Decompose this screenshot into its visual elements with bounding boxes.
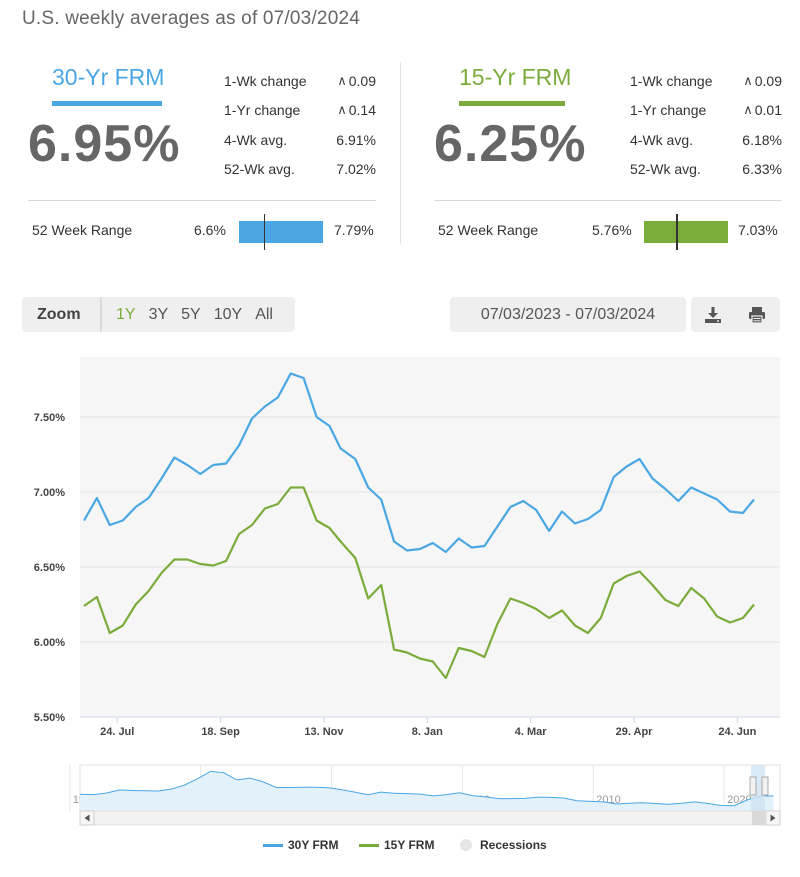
zoom-3y-button[interactable]: 3Y — [148, 305, 169, 323]
y-tick-label: 6.00% — [34, 637, 65, 649]
print-icon-glyph — [749, 306, 765, 324]
export-controls — [691, 297, 780, 332]
rate-title-underline — [52, 101, 162, 106]
stat-row: 52-Wk avg. 6.33% — [630, 155, 782, 185]
x-tick-label: 8. Jan — [412, 726, 443, 738]
stat-value: 7.02% — [336, 161, 376, 178]
navigator-handle-left[interactable] — [749, 776, 757, 796]
legend-label: 30Y FRM — [288, 838, 339, 852]
legend-item-15y[interactable]: 15Y FRM — [359, 838, 434, 852]
range-bar — [239, 221, 323, 243]
stat-row: 1-Wk change ∧ 0.09 — [224, 66, 376, 96]
stat-value: 0.01 — [754, 102, 782, 119]
zoom-controls: Zoom 1Y 3Y 5Y 10Y All — [22, 297, 295, 332]
stat-label: 1-Yr change — [224, 102, 301, 119]
navigator-scrollbar[interactable] — [79, 810, 781, 826]
stat-value: 6.18% — [742, 131, 782, 148]
stat-row: 4-Wk avg. 6.91% — [224, 125, 376, 155]
x-tick-label: 24. Jun — [718, 726, 756, 738]
panel-divider — [400, 62, 401, 244]
navigator-line — [79, 770, 774, 807]
navigator-area — [80, 771, 774, 811]
stat-label: 1-Yr change — [630, 102, 707, 119]
stat-label: 1-Wk change — [630, 72, 713, 89]
navigator-handle-right[interactable] — [761, 776, 769, 796]
stat-label: 52-Wk avg. — [630, 161, 701, 178]
range-label: 52 Week Range — [32, 222, 133, 238]
stat-row: 4-Wk avg. 6.18% — [630, 125, 782, 155]
x-tick-label: 18. Sep — [201, 726, 240, 738]
caret-up-icon: ∧ — [337, 72, 347, 88]
print-icon[interactable] — [735, 297, 779, 332]
range-max: 7.79% — [334, 222, 374, 238]
divider — [434, 200, 782, 201]
page-subtitle: U.S. weekly averages as of 07/03/2024 — [22, 8, 360, 29]
zoom-10y-button[interactable]: 10Y — [213, 305, 243, 323]
range-navigator: 197019801990200020102020 — [69, 764, 781, 826]
current-rate-30yr: 6.95% — [28, 115, 181, 173]
legend-swatch — [263, 843, 283, 847]
legend-label: Recessions — [480, 838, 547, 852]
stat-label: 52-Wk avg. — [224, 161, 295, 178]
current-rate-15yr: 6.25% — [434, 115, 587, 173]
x-tick-label: 29. Apr — [616, 726, 654, 738]
range-max: 7.03% — [738, 222, 778, 238]
caret-up-icon: ∧ — [743, 72, 753, 88]
scroll-left-icon — [84, 814, 90, 822]
y-tick-label: 7.50% — [34, 412, 65, 424]
rate-line-chart: 5.50% 6.00% 6.50% 7.00% 7.50% 24. Jul 18. Sep… — [34, 357, 780, 738]
stat-value: 0.09 — [348, 72, 376, 89]
rate-panel-15yr: 15-Yr FRM 6.25% 1-Wk change ∧ 0.09 1-Yr ch… — [428, 56, 788, 250]
stat-value: 6.91% — [336, 131, 376, 148]
stat-row: 1-Wk change ∧ 0.09 — [630, 66, 782, 96]
navigator-selection[interactable] — [751, 765, 765, 811]
download-icon[interactable] — [691, 297, 735, 332]
range-label: 52 Week Range — [438, 222, 539, 238]
rate-title-15yr: 15-Yr FRM — [459, 64, 572, 90]
stat-label: 4-Wk avg. — [630, 131, 694, 148]
caret-up-icon: ∧ — [743, 102, 753, 118]
rate-title-30yr: 30-Yr FRM — [52, 64, 165, 90]
download-icon-glyph — [705, 306, 721, 323]
stat-row: 1-Yr change ∧ 0.14 — [224, 96, 376, 126]
range-current-marker — [263, 214, 266, 250]
legend-label: 15Y FRM — [384, 838, 435, 852]
zoom-5y-button[interactable]: 5Y — [181, 305, 201, 323]
legend-item-recessions[interactable]: Recessions — [460, 838, 547, 852]
range-current-marker — [676, 214, 678, 250]
legend-item-30y[interactable]: 30Y FRM — [263, 838, 338, 852]
x-tick-label: 13. Nov — [304, 726, 344, 738]
plot-background — [80, 357, 780, 717]
legend-swatch — [359, 843, 379, 847]
zoom-1y-button[interactable]: 1Y — [116, 305, 136, 323]
x-tick-label: 4. Mar — [515, 726, 548, 738]
stat-value: 0.09 — [754, 72, 782, 89]
caret-up-icon: ∧ — [337, 102, 347, 118]
y-tick-label: 6.50% — [34, 562, 65, 574]
rate-panel-30yr: 30-Yr FRM 6.95% 1-Wk change ∧ 0.09 1-Yr ch… — [22, 56, 382, 250]
chart-legend: 30Y FRM 15Y FRM Recessions — [0, 838, 800, 858]
scrollbar-thumb[interactable] — [752, 811, 765, 825]
x-tick-label: 24. Jul — [100, 726, 134, 738]
range-min: 6.6% — [194, 222, 226, 238]
zoom-all-button[interactable]: All — [255, 305, 273, 323]
stat-row: 1-Yr change ∧ 0.01 — [630, 96, 782, 126]
stats-30yr: 1-Wk change ∧ 0.09 1-Yr change ∧ 0.14 4-Wk a… — [224, 66, 376, 184]
y-tick-label: 5.50% — [34, 712, 65, 724]
stat-value: 0.14 — [348, 102, 376, 119]
rate-title-underline — [459, 101, 565, 106]
date-range-display[interactable]: 07/03/2023 - 07/03/2024 — [450, 297, 686, 332]
stat-value: 6.33% — [742, 161, 782, 178]
stat-row: 52-Wk avg. 7.02% — [224, 155, 376, 185]
stats-15yr: 1-Wk change ∧ 0.09 1-Yr change ∧ 0.01 4-Wk a… — [630, 66, 782, 184]
y-tick-label: 7.00% — [34, 487, 65, 499]
stat-label: 4-Wk avg. — [224, 131, 288, 148]
scroll-right-icon — [770, 814, 776, 822]
stat-label: 1-Wk change — [224, 72, 307, 89]
legend-dot — [460, 839, 472, 851]
zoom-label: Zoom — [22, 297, 102, 332]
divider — [28, 200, 376, 201]
range-min: 5.76% — [592, 222, 632, 238]
range-bar — [644, 221, 728, 243]
